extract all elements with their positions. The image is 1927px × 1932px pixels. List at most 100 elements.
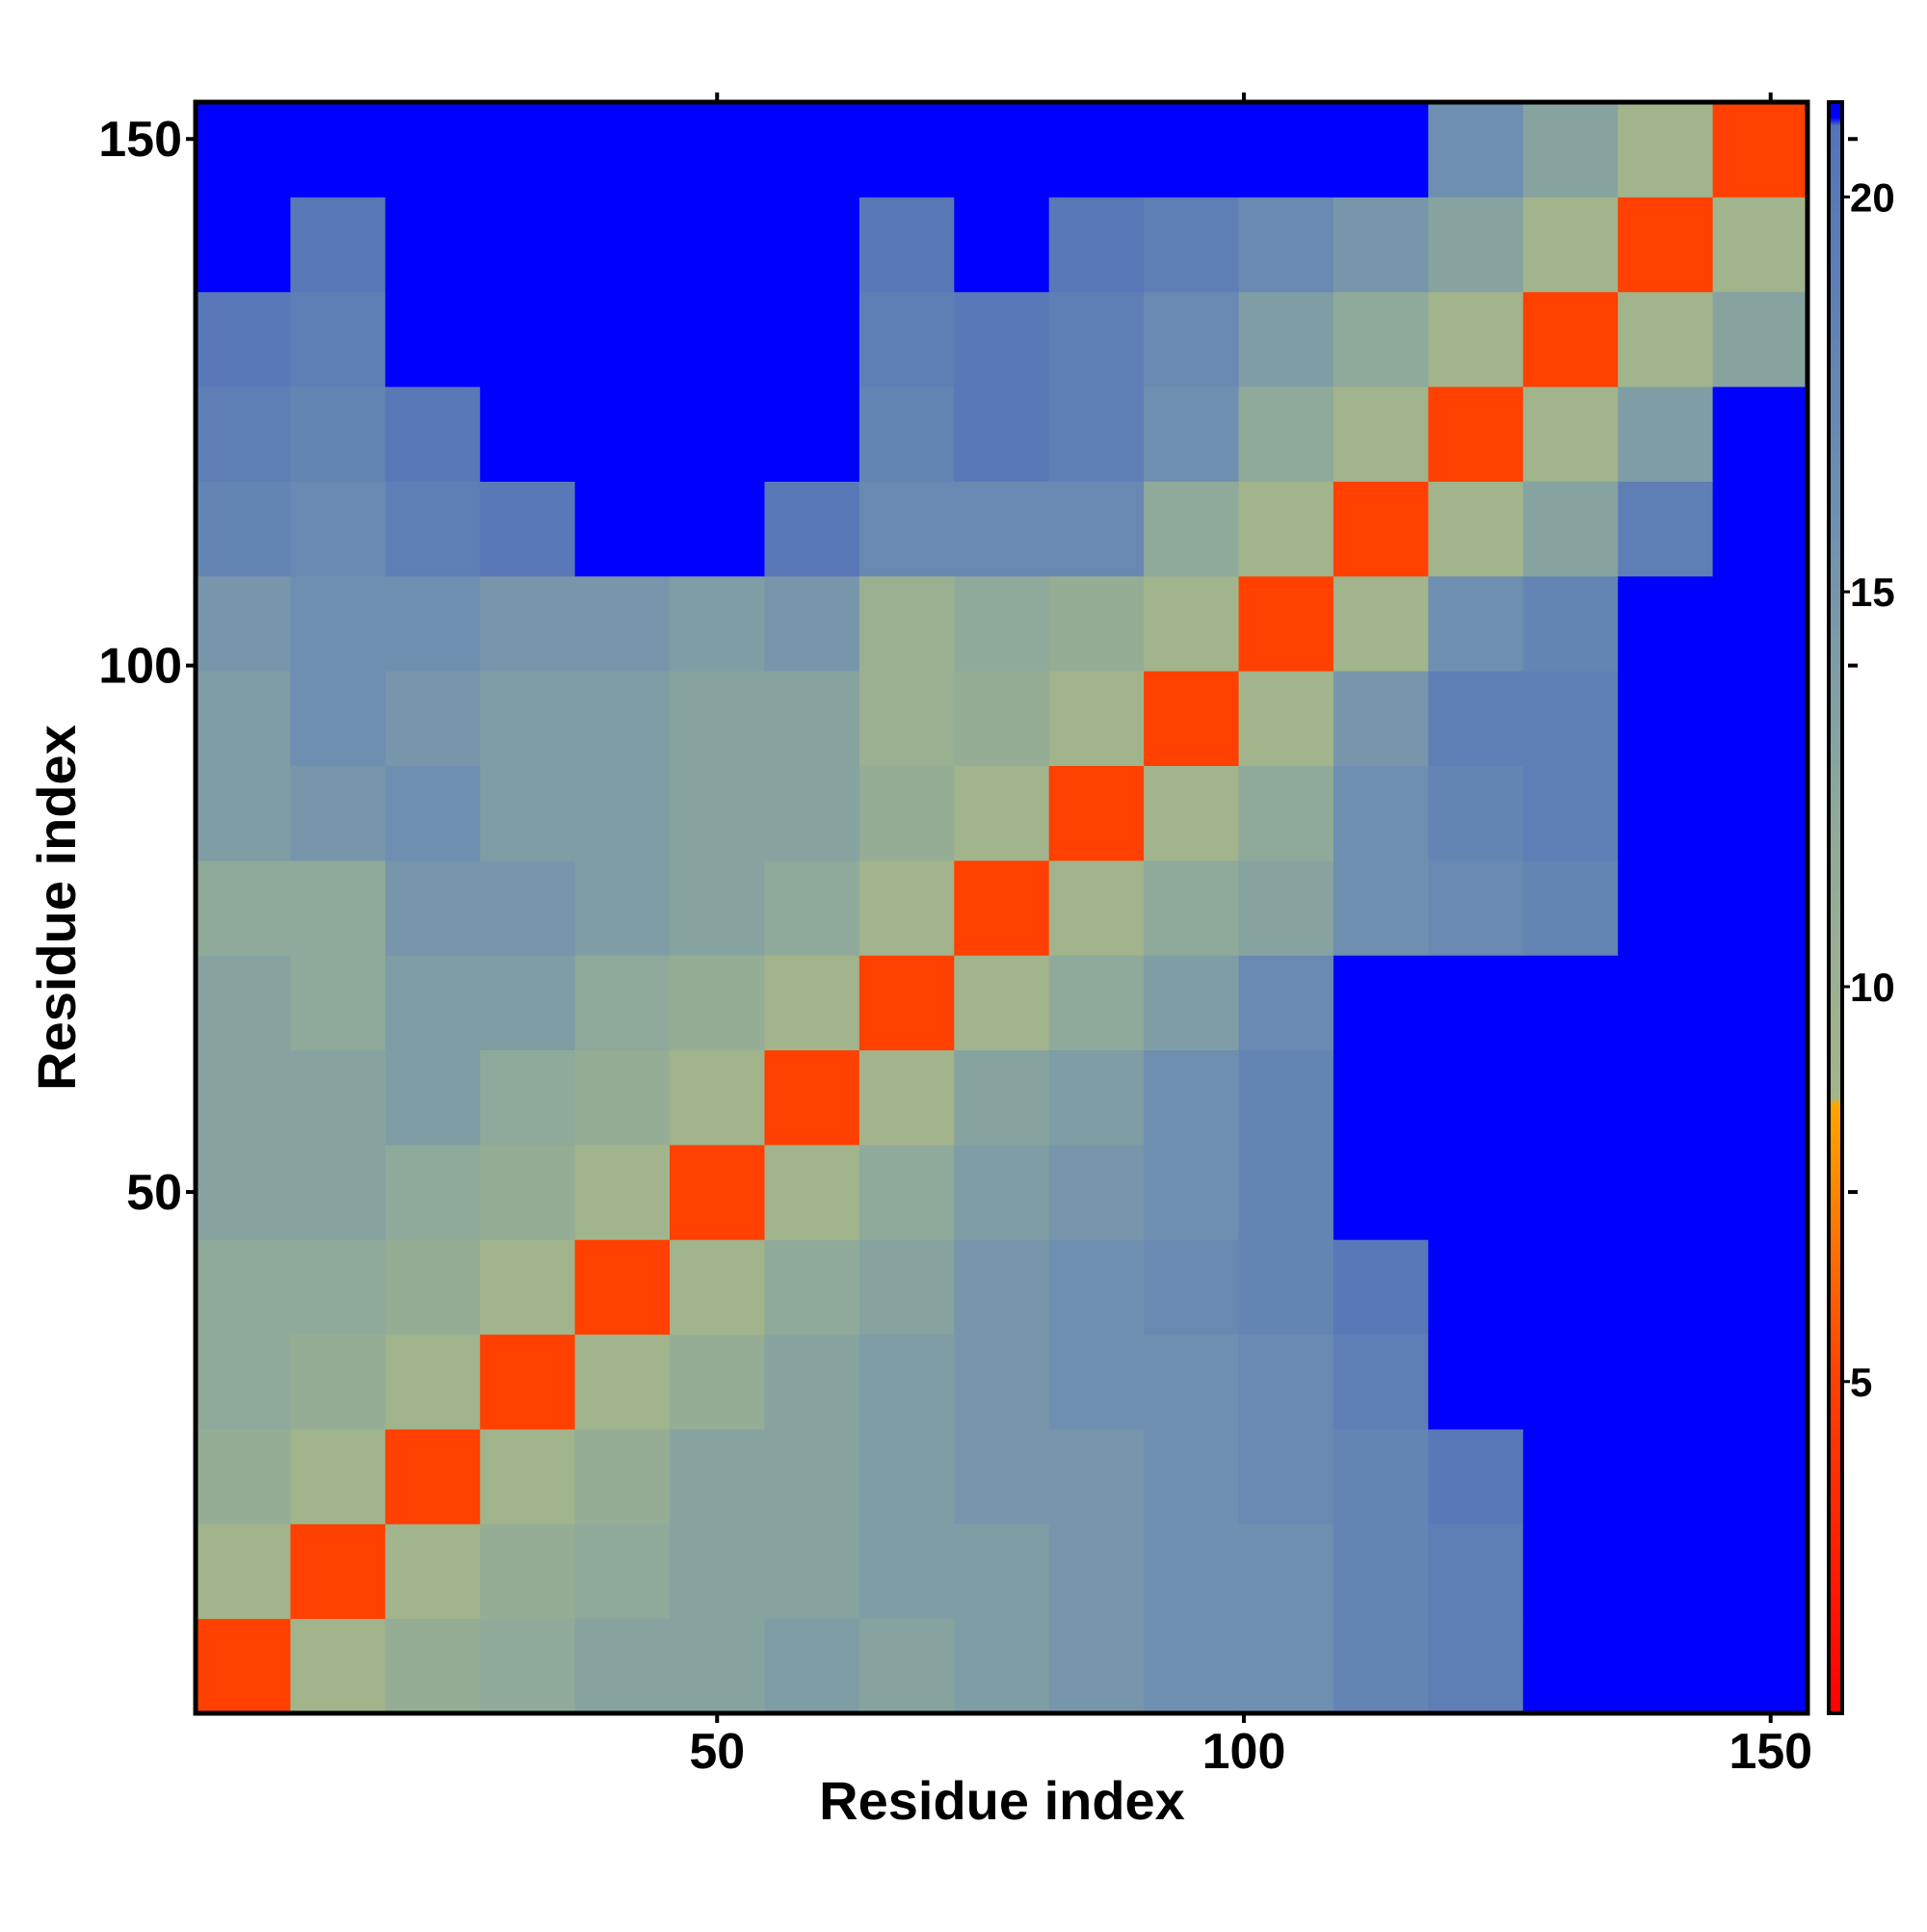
cell [764, 1049, 860, 1146]
cell [384, 1334, 481, 1430]
cell [1048, 102, 1145, 198]
cell [670, 671, 765, 766]
cell [1144, 481, 1240, 577]
cell [1712, 1334, 1808, 1430]
colorbar-tick-label: 10 [1850, 965, 1895, 1010]
cell [1618, 1239, 1714, 1336]
cell [480, 102, 576, 198]
cell [858, 481, 955, 577]
cell [1238, 575, 1334, 672]
cell [1048, 955, 1145, 1051]
cell [1333, 386, 1429, 482]
heatmap [196, 102, 1808, 1714]
colorbar-tick-label: 15 [1850, 569, 1895, 615]
cell [1618, 1049, 1714, 1146]
cell [764, 291, 860, 387]
cell [954, 1428, 1050, 1524]
cell [1238, 671, 1334, 766]
cell [954, 671, 1050, 766]
cell [1428, 1523, 1524, 1620]
cell [954, 1049, 1050, 1146]
cell [1048, 765, 1145, 861]
cell [196, 860, 291, 956]
cell [574, 386, 671, 482]
cell [1048, 860, 1145, 956]
cell [196, 291, 291, 387]
cell [1712, 1049, 1808, 1146]
cell [384, 1523, 481, 1620]
cell [290, 1144, 386, 1240]
cell [1712, 1144, 1808, 1240]
cell [1712, 102, 1808, 198]
cell [1522, 197, 1619, 293]
cell [954, 1334, 1050, 1430]
cell [764, 1523, 860, 1620]
cell [480, 1239, 576, 1336]
cell [1238, 197, 1334, 293]
cell [1333, 197, 1429, 293]
cell [670, 1049, 765, 1146]
cell [764, 955, 860, 1051]
cell [1522, 291, 1619, 387]
cell [290, 765, 386, 861]
cell [1428, 1239, 1524, 1336]
cell [1618, 765, 1714, 861]
cell [384, 1144, 481, 1240]
cell [1712, 481, 1808, 577]
cell [1428, 291, 1524, 387]
cell [1712, 1428, 1808, 1524]
cell [1048, 1049, 1145, 1146]
cell [858, 1428, 955, 1524]
cell [1144, 197, 1240, 293]
cell [1712, 575, 1808, 672]
cell [384, 575, 481, 672]
cell [290, 1428, 386, 1524]
cell [858, 671, 955, 766]
cell [670, 1618, 765, 1714]
cell [1618, 197, 1714, 293]
cell [574, 197, 671, 293]
cell [1238, 1144, 1334, 1240]
y-tick-label: 150 [98, 112, 182, 168]
cell [480, 575, 576, 672]
cell [1618, 1618, 1714, 1714]
cell [670, 1239, 765, 1336]
cell [858, 197, 955, 293]
x-tick-label: 100 [1202, 1724, 1286, 1780]
cell [1522, 671, 1619, 766]
cell [670, 1334, 765, 1430]
cell [480, 671, 576, 766]
cell [858, 860, 955, 956]
cell [196, 481, 291, 577]
cell [858, 386, 955, 482]
cell [1522, 860, 1619, 956]
cell [384, 955, 481, 1051]
cell [290, 1049, 386, 1146]
cell [1712, 765, 1808, 861]
cell [1333, 1049, 1429, 1146]
cell [480, 1618, 576, 1714]
cell [384, 1428, 481, 1524]
cell [574, 671, 671, 766]
cell [1333, 955, 1429, 1051]
cell [574, 955, 671, 1051]
cell [574, 1239, 671, 1336]
cell [764, 860, 860, 956]
cell [196, 955, 291, 1051]
cell [1144, 1523, 1240, 1620]
x-tick-label: 150 [1729, 1724, 1812, 1780]
cell [670, 575, 765, 672]
cell [764, 102, 860, 198]
cell [1522, 1334, 1619, 1430]
cell [290, 955, 386, 1051]
cell [1712, 1239, 1808, 1336]
cell [954, 575, 1050, 672]
cell [858, 102, 955, 198]
cell [1618, 575, 1714, 672]
cell [290, 197, 386, 293]
cell [480, 1049, 576, 1146]
cell [1333, 481, 1429, 577]
cell [574, 1144, 671, 1240]
cell [954, 1239, 1050, 1336]
